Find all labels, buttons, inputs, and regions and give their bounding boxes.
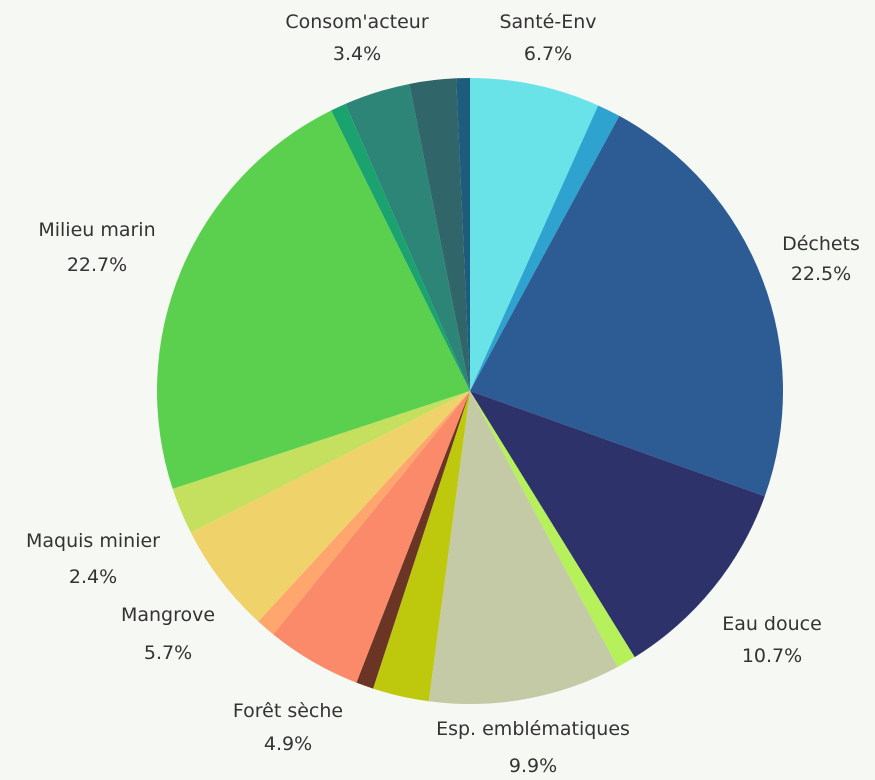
pie-slice-13 [331, 103, 470, 391]
pie-slice-milieu-marin [157, 110, 470, 489]
pie-slice-d-chets [470, 115, 784, 497]
pie-slice-sant-env [470, 78, 599, 391]
pie-slice-9 [258, 391, 470, 635]
slice-percent-label: 9.9% [509, 755, 557, 777]
slice-percent-label: 3.4% [333, 43, 381, 65]
pie-slice-mangrove [190, 391, 471, 622]
slice-label: Milieu marin [38, 219, 155, 241]
pie-slice-1 [470, 105, 620, 391]
pie-slice-6 [373, 391, 470, 702]
slice-percent-label: 2.4% [69, 566, 117, 588]
slice-percent-label: 22.5% [791, 263, 851, 285]
pie-slice-esp-embl-matiques [428, 391, 618, 705]
pie-slice-eau-douce [470, 391, 765, 658]
pie-slice-4 [470, 391, 635, 668]
slice-label: Forêt sèche [233, 700, 343, 722]
slice-label: Déchets [782, 233, 860, 255]
slice-label: Eau douce [722, 613, 822, 635]
slice-percent-label: 22.7% [67, 254, 127, 276]
pie-slice-7 [356, 391, 470, 689]
pie-slice-16 [456, 77, 470, 391]
pie-slice-15 [409, 78, 470, 392]
slice-label: Esp. emblématiques [436, 718, 630, 740]
pie-slice-consom-acteur [345, 83, 470, 391]
slice-percent-label: 10.7% [742, 645, 802, 667]
pie-slice-for-t-s-che [273, 391, 470, 683]
slice-label: Santé-Env [499, 11, 596, 33]
slice-percent-label: 4.9% [264, 733, 312, 755]
slice-label: Mangrove [121, 604, 215, 626]
pie-slice-maquis-minier [172, 391, 470, 533]
slice-percent-label: 6.7% [524, 43, 572, 65]
slice-percent-label: 5.7% [144, 642, 192, 664]
slice-label: Maquis minier [26, 530, 160, 552]
slice-label: Consom'acteur [285, 11, 428, 33]
